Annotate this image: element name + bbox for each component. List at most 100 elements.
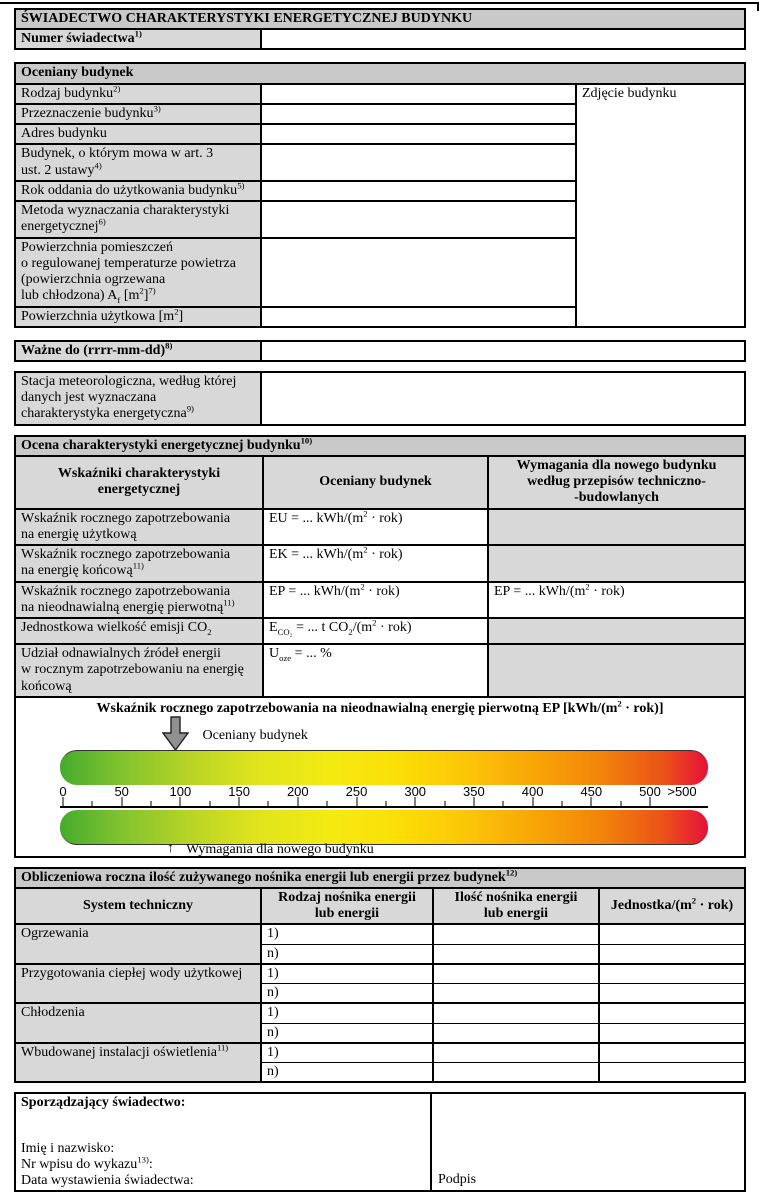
field-heating-n-amount[interactable] [432,943,600,965]
building-section-title: Oceniany budynek [13,62,747,85]
commissioning-year-label: Rok oddania do użytkowania budynku5) [14,179,262,203]
ep-indicator-label: Wskaźnik rocznego zapotrzebowania na nie… [14,580,264,620]
field-art3-building[interactable] [260,143,577,182]
system-cooling-label: Chłodzenia [14,1002,262,1044]
building-photo-area: Zdjęcie budynku [574,82,747,328]
field-dhw-n-carrier[interactable]: n) [260,983,434,1005]
field-lighting-1-unit[interactable] [598,1041,746,1064]
ep-scale-axis: 0 50 100 150 200 250 300 350 400 450 500 >500 [59,784,708,808]
field-cooling-n-carrier[interactable]: n) [260,1022,434,1044]
field-building-purpose[interactable] [260,102,577,126]
field-heating-n-carrier[interactable]: n) [260,943,434,965]
signature-area[interactable]: Podpis [430,1092,746,1192]
co2-value: ECO₂ = ... t CO2/(m2 · rok) [262,617,489,646]
building-photo-label: Zdjęcie budynku [582,85,677,101]
field-weather-station[interactable] [260,370,746,426]
building-purpose-label: Przeznaczenie budynku3) [14,102,262,126]
issuer-title: Sporządzający świadectwo: [21,1095,186,1111]
field-lighting-n-carrier[interactable]: n) [260,1062,434,1084]
field-valid-until[interactable] [260,339,746,362]
eu-value: EU = ... kWh/(m2 · rok) [262,507,489,547]
system-dhw-label: Przygotowania ciepłej wody użytkowej [14,962,262,1005]
field-cooling-n-amount[interactable] [432,1022,600,1044]
res-share-requirement [486,643,747,698]
rated-building-marker-label: Oceniany budynek [202,727,308,743]
arrow-down-icon [161,716,189,751]
field-lighting-1-amount[interactable] [432,1041,600,1064]
system-lighting-label: Wbudowanej instalacji oświetlenia11) [14,1041,262,1084]
requirement-marker-label: Wymagania dla nowego budynku [186,841,374,857]
co2-emission-label: Jednostkowa wielkość emisji CO2 [14,617,264,646]
field-certificate-number[interactable] [259,28,747,51]
co2-requirement [486,617,747,646]
issuer-info-area[interactable]: Sporządzający świadectwo: Imię i nazwisk… [14,1092,432,1192]
field-cooling-1-unit[interactable] [598,1002,746,1024]
rated-building-marker: Oceniany budynek [161,716,308,751]
certificate-header-table: ŚWIADECTWO CHARAKTERYSTYKI ENERGETYCZNEJ… [13,7,747,51]
field-dhw-1-unit[interactable] [598,962,746,985]
field-cooling-1-carrier[interactable]: 1) [260,1002,434,1024]
issuer-date-label: Data wystawienia świadectwa: [21,1173,194,1189]
field-lighting-n-amount[interactable] [432,1062,600,1084]
assessment-col-requirements: Wymagania dla nowego budynku według prze… [486,454,747,510]
eu-requirement [486,507,747,547]
ep-value: EP = ... kWh/(m2 · rok) [262,580,489,620]
field-dhw-1-amount[interactable] [432,962,600,985]
conditioned-area-label: Powierzchnia pomieszczeń o regulowanej t… [14,236,262,308]
field-dhw-1-carrier[interactable]: 1) [260,962,434,985]
issuer-name-label: Imię i nazwisko: [21,1140,115,1156]
page-top-border [0,2,759,4]
field-cooling-n-unit[interactable] [598,1022,746,1044]
energy-carriers-section-title: Obliczeniowa roczna ilość zużywanego noś… [14,866,746,889]
ep-scale-graphic: Wskaźnik rocznego zapotrzebowania na nie… [13,695,747,858]
field-lighting-1-carrier[interactable]: 1) [260,1041,434,1064]
field-method[interactable] [260,200,577,239]
building-type-label: Rodzaj budynku2) [14,82,262,105]
ep-gradient-bar [60,809,708,845]
field-cooling-1-amount[interactable] [432,1002,600,1024]
field-building-address[interactable] [260,123,577,146]
issuer-register-label: Nr wpisu do wykazu13): [21,1154,153,1172]
building-address-label: Adres budynku [14,123,262,146]
field-heating-1-amount[interactable] [432,923,600,945]
col-carrier-type: Rodzaj nośnika energii lub energii [260,886,434,926]
weather-station-label: Stacja meteorologiczna, według której da… [14,370,262,426]
col-carrier-amount: Ilość nośnika energii lub energii [432,886,600,926]
assessment-table: Ocena charakterystyki energetycznej budy… [13,434,747,858]
requirement-marker: ↑ Wymagania dla nowego budynku [167,840,374,858]
col-unit: Jednostka/(m2 · rok) [598,886,746,926]
field-dhw-n-amount[interactable] [432,983,600,1005]
field-usable-area[interactable] [260,305,577,328]
field-heating-1-unit[interactable] [598,923,746,945]
field-heating-1-carrier[interactable]: 1) [260,923,434,945]
signature-label: Podpis [438,1172,477,1188]
page-corner-border [757,2,759,11]
ep-requirement: EP = ... kWh/(m2 · rok) [486,580,747,620]
arrow-up-icon: ↑ [167,840,174,856]
system-heating-label: Ogrzewania [14,923,262,965]
building-table: Oceniany budynek Rodzaj budynku2) Zdjęci… [13,62,747,328]
field-lighting-n-unit[interactable] [598,1062,746,1084]
field-dhw-n-unit[interactable] [598,983,746,1005]
col-system: System techniczny [14,886,262,926]
eu-indicator-label: Wskaźnik rocznego zapotrzebowania na ene… [14,507,264,547]
ek-requirement [486,544,747,583]
certificate-number-label: Numer świadectwa1) [14,28,262,51]
field-heating-n-unit[interactable] [598,943,746,965]
ek-indicator-label: Wskaźnik rocznego zapotrzebowania na ene… [14,544,264,583]
assessment-col-rated: Oceniany budynek [262,454,489,510]
field-commissioning-year[interactable] [260,179,577,203]
usable-area-label: Powierzchnia użytkowa [m2] [14,305,262,328]
weather-station-table: Stacja meteorologiczna, według której da… [14,370,746,426]
field-building-type[interactable] [260,82,577,105]
ek-value: EK = ... kWh/(m2 · rok) [262,544,489,583]
res-share-label: Udział odnawialnych źródeł energii w roc… [14,643,264,698]
energy-carriers-table: Obliczeniowa roczna ilość zużywanego noś… [14,866,746,1084]
res-share-value: Uoze = ... % [262,643,489,698]
field-conditioned-area[interactable] [260,236,577,308]
issuer-table: Sporządzający świadectwo: Imię i nazwisk… [14,1092,746,1192]
assessment-col-indicators: Wskaźniki charakterystyki energetycznej [14,454,264,510]
ep-scale-title: Wskaźnik rocznego zapotrzebowania na nie… [96,698,664,716]
validity-table: Ważne do (rrrr-mm-dd)8) [14,339,746,362]
art3-building-label: Budynek, o którym mowa w art. 3 ust. 2 u… [14,143,262,182]
